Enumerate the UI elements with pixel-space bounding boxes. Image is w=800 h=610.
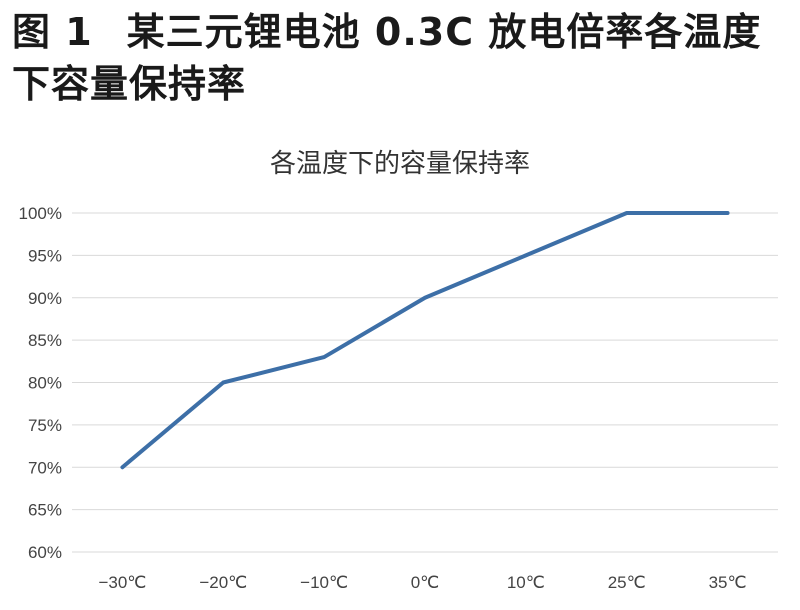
y-tick-label: 75%	[28, 416, 62, 435]
data-point	[625, 211, 629, 215]
data-point	[120, 465, 124, 469]
gridlines	[72, 212, 778, 553]
x-axis-tick-labels: −30℃ −20℃ −10℃ 0℃ 10℃ 25℃ 35℃	[98, 573, 746, 592]
y-tick-label: 85%	[28, 331, 62, 350]
y-tick-label: 90%	[28, 289, 62, 308]
y-tick-label: 70%	[28, 458, 62, 477]
series-group	[120, 211, 730, 470]
x-tick-label: −10℃	[300, 573, 348, 592]
x-tick-label: −30℃	[98, 573, 146, 592]
y-tick-label: 100%	[19, 204, 62, 223]
figure-number: 图 1	[12, 10, 93, 54]
chart-title: 各温度下的容量保持率	[270, 149, 530, 179]
data-point	[221, 381, 225, 384]
x-tick-label: −20℃	[199, 573, 247, 592]
y-tick-label: 65%	[28, 501, 62, 520]
x-tick-label: 10℃	[507, 573, 545, 592]
data-point	[726, 211, 730, 215]
y-axis-tick-labels: 60% 65% 70% 75% 80% 85% 90% 95% 100%	[19, 204, 62, 562]
x-tick-label: 0℃	[411, 573, 440, 592]
x-tick-label: 35℃	[709, 573, 747, 592]
x-tick-label: 25℃	[608, 573, 646, 592]
data-point	[322, 355, 326, 359]
y-tick-label: 60%	[28, 543, 62, 562]
data-point	[423, 296, 427, 300]
data-point	[524, 253, 528, 257]
figure-caption-text: 某三元锂电池 0.3C 放电倍率各温度下容量保持率	[12, 10, 762, 106]
y-tick-label: 80%	[28, 374, 62, 393]
figure-caption: 图 1 某三元锂电池 0.3C 放电倍率各温度下容量保持率	[12, 6, 792, 110]
y-tick-label: 95%	[28, 246, 62, 265]
